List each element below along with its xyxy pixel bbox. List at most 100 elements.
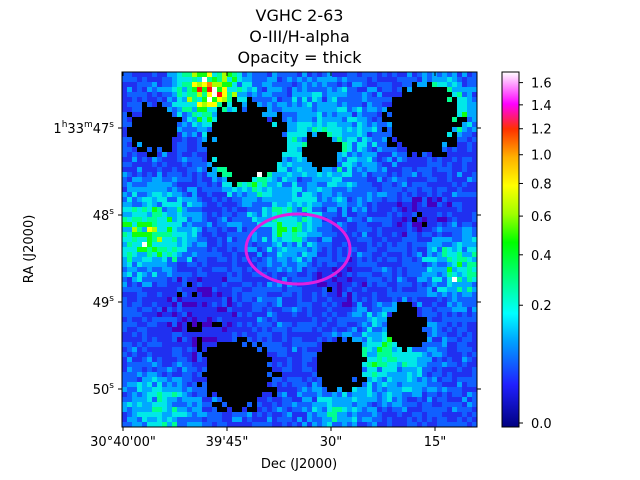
heatmap-cell: [252, 332, 257, 337]
heatmap-cell: [232, 192, 237, 197]
heatmap-cell: [437, 172, 442, 177]
heatmap-cell: [217, 187, 222, 192]
heatmap-cell: [337, 147, 342, 152]
heatmap-cell: [412, 162, 417, 167]
heatmap-cell: [267, 82, 272, 87]
heatmap-cell: [152, 412, 157, 417]
heatmap-cell: [367, 127, 372, 132]
heatmap-cell: [177, 182, 182, 187]
heatmap-cell: [472, 72, 477, 77]
heatmap-cell: [472, 412, 477, 417]
heatmap-cell: [312, 122, 317, 127]
heatmap-cell: [227, 157, 232, 162]
heatmap-cell: [242, 102, 247, 107]
heatmap-cell: [177, 412, 182, 417]
heatmap-cell: [192, 422, 197, 427]
heatmap-cell: [397, 97, 402, 102]
heatmap-cell: [437, 232, 442, 237]
heatmap-cell: [127, 412, 132, 417]
heatmap-cell: [257, 332, 262, 337]
heatmap-cell: [242, 117, 247, 122]
heatmap-cell: [417, 117, 422, 122]
heatmap-cell: [392, 297, 397, 302]
heatmap-cell: [272, 72, 277, 77]
heatmap-cell: [257, 397, 262, 402]
heatmap-cell: [442, 107, 447, 112]
heatmap-cell: [182, 187, 187, 192]
heatmap-cell: [442, 382, 447, 387]
heatmap-cell: [437, 202, 442, 207]
heatmap-cell: [192, 342, 197, 347]
heatmap-cell: [292, 77, 297, 82]
heatmap-cell: [437, 267, 442, 272]
heatmap-cell: [457, 207, 462, 212]
heatmap-cell: [342, 167, 347, 172]
heatmap-cell: [352, 297, 357, 302]
heatmap-cell: [147, 177, 152, 182]
heatmap-cell: [372, 112, 377, 117]
heatmap-cell: [167, 342, 172, 347]
heatmap-cell: [167, 177, 172, 182]
heatmap-cell: [472, 297, 477, 302]
heatmap-cell: [412, 117, 417, 122]
heatmap-cell: [177, 407, 182, 412]
heatmap-cell: [127, 237, 132, 242]
heatmap-cell: [172, 262, 177, 267]
heatmap-cell: [292, 327, 297, 332]
heatmap-cell: [342, 277, 347, 282]
heatmap-cell: [252, 197, 257, 202]
heatmap-cell: [402, 327, 407, 332]
heatmap-cell: [347, 307, 352, 312]
heatmap-cell: [402, 267, 407, 272]
heatmap-cell: [377, 177, 382, 182]
heatmap-cell: [452, 312, 457, 317]
heatmap-cell: [417, 342, 422, 347]
heatmap-cell: [177, 392, 182, 397]
heatmap-cell: [472, 197, 477, 202]
heatmap-cell: [422, 122, 427, 127]
heatmap-cell: [452, 97, 457, 102]
heatmap-cell: [367, 392, 372, 397]
heatmap-cell: [367, 172, 372, 177]
heatmap-cell: [367, 182, 372, 187]
heatmap-cell: [302, 197, 307, 202]
heatmap-cell: [222, 392, 227, 397]
heatmap-cell: [367, 137, 372, 142]
heatmap-cell: [277, 92, 282, 97]
heatmap-cell: [337, 372, 342, 377]
heatmap-cell: [417, 312, 422, 317]
heatmap-cell: [322, 317, 327, 322]
heatmap-cell: [287, 242, 292, 247]
heatmap-cell: [302, 107, 307, 112]
heatmap-cell: [232, 167, 237, 172]
heatmap-cell: [137, 92, 142, 97]
heatmap-cell: [272, 162, 277, 167]
heatmap-cell: [287, 307, 292, 312]
heatmap-cell: [437, 292, 442, 297]
heatmap-cell: [192, 92, 197, 97]
heatmap-cell: [407, 262, 412, 267]
heatmap-cell: [202, 352, 207, 357]
heatmap-cell: [122, 417, 127, 422]
heatmap-cell: [162, 227, 167, 232]
heatmap-cell: [427, 152, 432, 157]
heatmap-cell: [412, 292, 417, 297]
heatmap-cell: [362, 102, 367, 107]
heatmap-cell: [212, 177, 217, 182]
heatmap-cell: [157, 127, 162, 132]
heatmap-cell: [302, 92, 307, 97]
heatmap-cell: [277, 167, 282, 172]
heatmap-cell: [372, 362, 377, 367]
heatmap-cell: [412, 317, 417, 322]
heatmap-cell: [137, 82, 142, 87]
heatmap-cell: [372, 132, 377, 137]
heatmap-cell: [137, 407, 142, 412]
heatmap-cell: [252, 132, 257, 137]
heatmap-cell: [457, 112, 462, 117]
heatmap-cell: [152, 87, 157, 92]
heatmap-cell: [142, 97, 147, 102]
heatmap-cell: [352, 152, 357, 157]
heatmap-cell: [227, 202, 232, 207]
heatmap-cell: [372, 162, 377, 167]
heatmap-cell: [272, 267, 277, 272]
